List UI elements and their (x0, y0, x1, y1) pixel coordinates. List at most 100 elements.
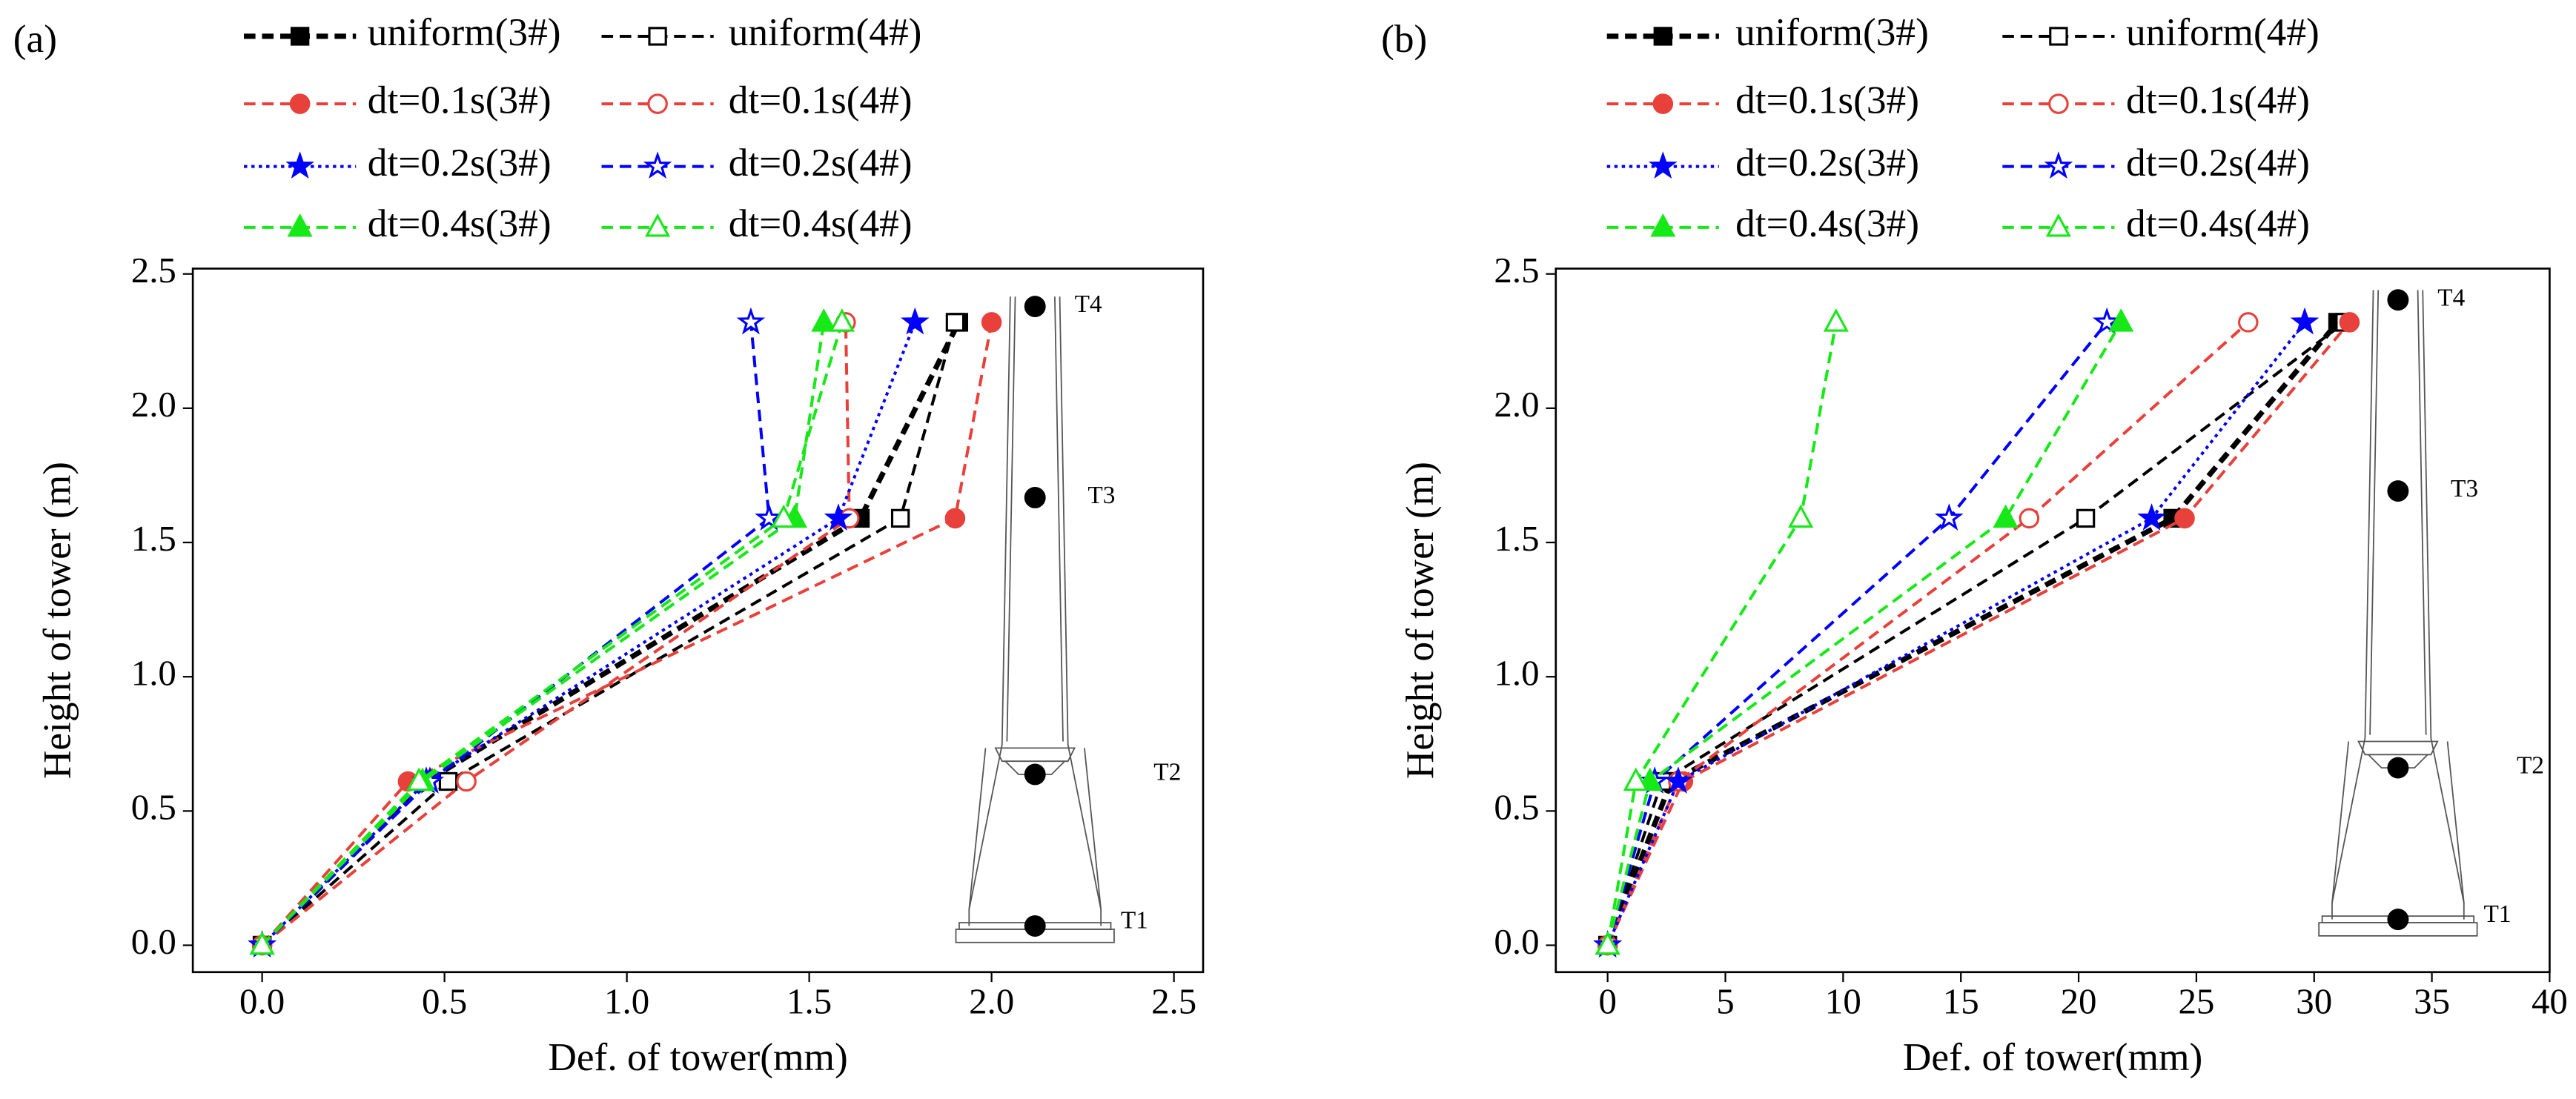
legend-label: dt=0.2s(3#) (368, 140, 552, 185)
legend-label: dt=0.2s(3#) (1735, 140, 1919, 185)
marker (2290, 307, 2320, 335)
series-line (1606, 322, 1838, 946)
legend-marker (1650, 213, 1676, 237)
marker (944, 508, 966, 529)
legend-marker (2044, 151, 2073, 179)
panel-label: (b) (1381, 16, 1427, 61)
series-line (1606, 321, 2122, 946)
legend-marker (285, 151, 314, 179)
y-tick-label: 2.5 (1494, 250, 1539, 290)
legend-marker (1648, 151, 1678, 179)
y-tick-label: 0.5 (1494, 787, 1539, 828)
legend-label: dt=0.2s(4#) (2126, 140, 2310, 185)
legend-label: uniform(3#) (368, 10, 561, 54)
y-axis-label: Height of tower (m) (1397, 462, 1442, 779)
legend-label: uniform(4#) (729, 10, 922, 54)
marker (736, 307, 766, 335)
y-axis-label: Height of tower (m) (35, 462, 79, 779)
legend-label: uniform(4#) (2126, 10, 2320, 54)
marker (2238, 312, 2259, 333)
series-line (1606, 321, 2250, 946)
x-tick-label: 20 (2061, 980, 2097, 1021)
tower-node (2387, 289, 2409, 311)
y-tick-label: 2.0 (1494, 384, 1539, 425)
marker (2137, 503, 2166, 531)
tower-label: T1 (2483, 900, 2511, 928)
y-tick-label: 1.5 (131, 518, 176, 559)
legend-marker (647, 93, 668, 114)
legend-marker (645, 213, 671, 237)
x-tick-label: 40 (2532, 980, 2568, 1021)
legend-marker (287, 213, 313, 237)
legend-marker (290, 27, 310, 46)
marker (438, 771, 458, 791)
marker (2019, 508, 2040, 529)
legend-label: dt=0.4s(3#) (368, 201, 552, 245)
marker (1623, 767, 1649, 791)
marker (771, 504, 797, 528)
legend-marker (2045, 213, 2071, 237)
legend-label: dt=0.4s(4#) (2126, 201, 2310, 245)
x-tick-label: 2.0 (969, 980, 1014, 1021)
tower-node (1024, 296, 1046, 318)
marker (981, 312, 1002, 333)
series-line (261, 322, 771, 946)
marker (2174, 508, 2195, 529)
series-line (261, 322, 917, 946)
legend-label: dt=0.1s(4#) (729, 77, 913, 122)
plot-frame (191, 268, 1205, 974)
tower-label: T3 (2451, 475, 2478, 502)
tower-node (2387, 480, 2409, 502)
y-tick-label: 0.0 (1494, 921, 1539, 962)
tower-node (1024, 487, 1046, 508)
x-tick-label: 0 (1598, 980, 1616, 1021)
x-axis-label: Def. of tower(mm) (548, 1035, 847, 1079)
y-tick-label: 2.5 (131, 250, 176, 290)
panel-label: (a) (13, 16, 57, 61)
marker (2076, 508, 2096, 528)
x-tick-label: 35 (2414, 980, 2450, 1021)
legend-label: dt=0.1s(3#) (368, 77, 552, 122)
marker (1823, 308, 1849, 332)
x-tick-label: 15 (1943, 980, 1979, 1021)
x-tick-label: 1.0 (604, 980, 649, 1021)
tower-node (1024, 915, 1046, 937)
y-tick-label: 2.0 (131, 384, 176, 425)
tower-label: T4 (1075, 290, 1102, 318)
series-line (261, 322, 851, 947)
marker (1595, 931, 1620, 955)
legend-label: dt=0.1s(4#) (2126, 77, 2310, 122)
legend-label: dt=0.4s(3#) (1735, 201, 1919, 245)
marker (249, 931, 275, 955)
y-tick-label: 0.5 (131, 787, 176, 828)
x-axis-label: Def. of tower(mm) (1903, 1035, 2202, 1079)
marker (829, 308, 855, 332)
legend-marker (643, 151, 672, 179)
legend-marker (1653, 27, 1672, 46)
marker (2108, 308, 2134, 332)
y-tick-label: 1.0 (131, 652, 176, 693)
legend-marker (2048, 93, 2069, 114)
marker (2339, 312, 2360, 333)
marker (824, 503, 853, 531)
marker (1993, 504, 2019, 528)
legend-label: dt=0.4s(4#) (729, 201, 913, 245)
series-line (1606, 321, 2351, 946)
x-tick-label: 25 (2178, 980, 2214, 1021)
marker (456, 771, 477, 792)
marker (1788, 504, 1814, 528)
series-line (261, 322, 826, 946)
x-tick-label: 0.0 (239, 980, 285, 1021)
y-tick-label: 1.0 (1494, 652, 1539, 693)
legend-marker (289, 93, 311, 114)
legend-label: uniform(3#) (1735, 10, 1929, 54)
tower-label: T4 (2437, 284, 2465, 311)
legend-marker (648, 27, 667, 46)
x-tick-label: 30 (2296, 980, 2332, 1021)
marker (755, 503, 784, 531)
tower-label: T2 (1153, 759, 1181, 786)
series-line (261, 322, 993, 946)
marker (945, 313, 965, 332)
